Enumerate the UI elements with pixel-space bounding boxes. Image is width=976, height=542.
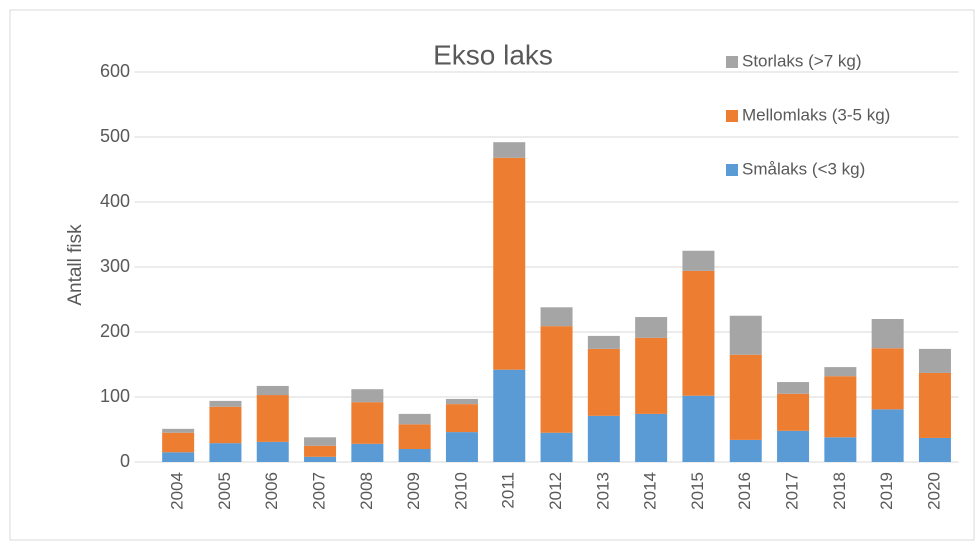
bar-segment [587, 335, 620, 349]
bar-segment [351, 402, 384, 444]
bar-segment [729, 354, 762, 440]
bar-segment [635, 413, 668, 462]
x-tick-label: 2010 [451, 472, 470, 510]
bar-segment [729, 315, 762, 355]
x-tick-label: 2020 [924, 472, 943, 510]
x-tick-label: 2012 [546, 472, 565, 510]
y-tick-label: 300 [100, 256, 130, 276]
chart-title: Ekso laks [433, 39, 553, 70]
bar-segment [304, 456, 337, 462]
bar-segment [445, 404, 478, 433]
bar-segment [918, 372, 951, 438]
bar-segment [777, 430, 810, 462]
x-tick-label: 2004 [168, 472, 187, 510]
bar-segment [540, 326, 573, 433]
bar-segment [777, 382, 810, 394]
bar-segment [493, 142, 526, 158]
bar-segment [682, 270, 715, 396]
bar-segment [493, 369, 526, 462]
bar-segment [729, 439, 762, 462]
bar-segment [398, 424, 431, 449]
y-tick-label: 600 [100, 61, 130, 81]
bar-segment [304, 445, 337, 457]
bar-segment [918, 348, 951, 373]
legend-label: Smålaks (<3 kg) [742, 159, 865, 178]
bar-segment [587, 415, 620, 462]
bar-segment [256, 441, 289, 462]
bar-segment [398, 449, 431, 462]
x-tick-label: 2009 [404, 472, 423, 510]
x-tick-label: 2011 [499, 472, 518, 509]
bar-segment [871, 409, 904, 462]
bar-segment [824, 437, 857, 462]
bar-segment [162, 432, 195, 453]
bar-segment [209, 406, 242, 444]
bar-segment [918, 437, 951, 462]
bar-segment [162, 428, 195, 433]
y-tick-label: 400 [100, 191, 130, 211]
bar-segment [256, 395, 289, 442]
x-tick-label: 2015 [688, 472, 707, 510]
bar-segment [162, 452, 195, 462]
bar-segment [540, 432, 573, 462]
bar-segment [635, 337, 668, 414]
bar-segment [493, 157, 526, 370]
x-tick-label: 2017 [783, 472, 802, 510]
x-tick-label: 2018 [830, 472, 849, 510]
bar-segment [777, 393, 810, 431]
bar-segment [682, 250, 715, 271]
legend-label: Storlaks (>7 kg) [742, 51, 862, 70]
legend-label: Mellomlaks (3-5 kg) [742, 105, 890, 124]
legend-swatch [726, 110, 738, 122]
x-tick-label: 2005 [215, 472, 234, 510]
chart-border [9, 9, 975, 541]
legend-swatch [726, 164, 738, 176]
legend-swatch [726, 56, 738, 68]
bar-segment [587, 348, 620, 416]
bar-segment [871, 319, 904, 349]
bar-segment [824, 376, 857, 438]
bar-segment [871, 348, 904, 410]
bar-segment [351, 389, 384, 403]
y-tick-label: 200 [100, 321, 130, 341]
bar-segment [209, 400, 242, 407]
bar-segment [209, 443, 242, 462]
bar-segment [398, 413, 431, 425]
x-tick-label: 2008 [357, 472, 376, 510]
bar-segment [351, 443, 384, 462]
x-tick-label: 2016 [735, 472, 754, 510]
y-axis-label: Antall fisk [65, 224, 86, 306]
bar-segment [304, 437, 337, 446]
x-tick-label: 2006 [262, 472, 281, 510]
x-tick-label: 2014 [641, 472, 660, 510]
bar-segment [445, 432, 478, 462]
y-tick-label: 0 [120, 451, 130, 471]
bar-segment [256, 385, 289, 396]
x-tick-label: 2007 [310, 472, 329, 510]
x-tick-label: 2013 [593, 472, 612, 510]
y-tick-label: 100 [100, 386, 130, 406]
bar-segment [824, 367, 857, 377]
y-tick-label: 500 [100, 126, 130, 146]
bar-segment [682, 395, 715, 462]
bar-segment [540, 307, 573, 327]
x-tick-label: 2019 [877, 472, 896, 510]
bar-segment [635, 317, 668, 338]
bar-segment [445, 398, 478, 405]
